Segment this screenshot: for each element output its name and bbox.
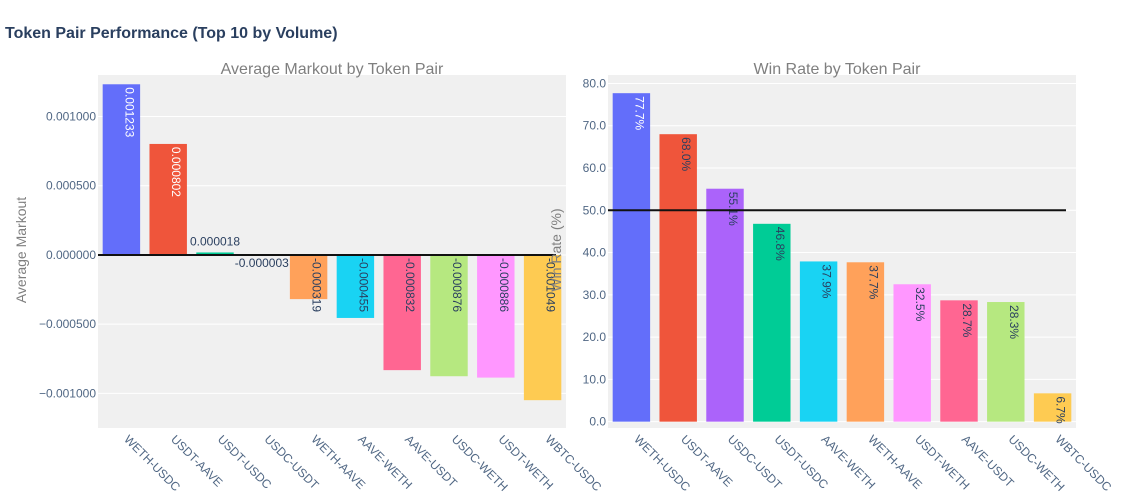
y-tick-label: −0.000500	[39, 317, 96, 331]
bar	[523, 254, 562, 401]
chart-subtitle: Average Markout by Token Pair	[221, 61, 444, 78]
bar-data-label: -0.000319	[310, 258, 324, 312]
page-title: Token Pair Performance (Top 10 by Volume…	[5, 25, 338, 42]
bar-data-label: 77.7%	[632, 96, 646, 130]
y-tick-label: 50.0	[583, 203, 607, 217]
bar	[753, 223, 791, 422]
bar	[846, 262, 885, 422]
y-tick-label: 0.000000	[46, 248, 96, 262]
y-axis-label: Average Markout	[13, 197, 29, 303]
bar	[893, 284, 931, 422]
bar-data-label: 55.1%	[726, 192, 740, 226]
bar	[799, 261, 838, 422]
y-tick-label: 30.0	[583, 288, 607, 302]
y-tick-label: 0.0	[589, 415, 606, 429]
y-tick-label: 40.0	[583, 246, 607, 260]
y-tick-label: 20.0	[583, 330, 607, 344]
bar-data-label: 32.5%	[913, 287, 927, 321]
bar	[659, 134, 697, 422]
bar	[149, 143, 187, 255]
win-rate-panel: 0.0 10.0 20.0 30.0 40.0 50.0 60.0 70.0 80.0 Win R…	[548, 61, 1114, 494]
bar	[430, 254, 468, 377]
y-tick-label: 60.0	[583, 161, 607, 175]
bar	[1033, 393, 1072, 422]
bar	[940, 300, 978, 422]
bar-data-label: 37.9%	[820, 264, 834, 298]
bar-data-label: 28.7%	[960, 303, 974, 337]
bar	[612, 93, 651, 422]
bar-data-label: -0.000832	[403, 258, 417, 312]
bar-data-label: 37.7%	[866, 265, 880, 299]
bar-data-label: 0.000018	[190, 234, 240, 248]
bar	[196, 252, 234, 255]
y-tick-label: 10.0	[583, 372, 607, 386]
y-tick-label: 0.001000	[46, 110, 96, 124]
bar-data-label: 46.8%	[773, 227, 787, 261]
y-tick-label: 0.000500	[46, 179, 96, 193]
bar-data-label: 0.001233	[122, 87, 136, 137]
bar-data-label: -0.000886	[497, 258, 511, 312]
bar	[477, 254, 515, 378]
bar-data-label: -0.001049	[544, 258, 558, 312]
y-tick-label: −0.001000	[39, 386, 96, 400]
bar	[336, 254, 375, 318]
bar	[987, 302, 1025, 422]
bar-data-label: 0.000802	[169, 147, 183, 197]
y-tick-label: 80.0	[583, 76, 607, 90]
bar-data-label: -0.000003	[235, 256, 289, 270]
bar	[102, 84, 141, 255]
y-tick-label: 70.0	[583, 119, 607, 133]
chart-subtitle: Win Rate by Token Pair	[754, 61, 922, 78]
bar-data-label: -0.000876	[450, 258, 464, 312]
bar	[383, 254, 421, 371]
markout-panel: −0.001000 −0.000500 0.000000 0.000500 0.0010…	[13, 61, 604, 494]
bar	[289, 254, 328, 300]
bar-data-label: 68.0%	[679, 137, 693, 171]
bar-data-label: 28.3%	[1007, 305, 1021, 339]
y-axis-label: Win Rate (%)	[548, 208, 564, 291]
bar-data-label: -0.000455	[356, 258, 370, 312]
bar	[706, 188, 744, 422]
bar-data-label: 6.7%	[1054, 396, 1068, 424]
